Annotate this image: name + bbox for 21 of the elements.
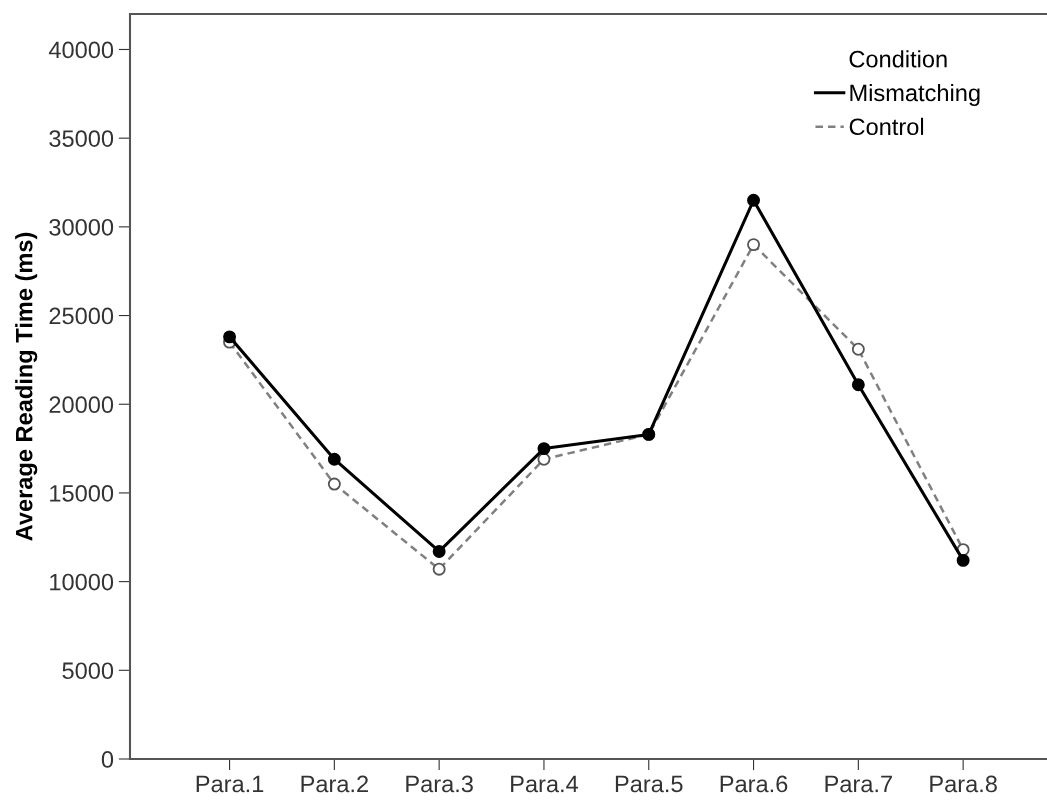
- x-tick-label: Para.3: [406, 775, 473, 793]
- legend-label: Control: [849, 117, 924, 136]
- y-tick-label: 20000: [49, 396, 114, 414]
- x-tick-label: Para.6: [720, 775, 788, 793]
- y-tick-label: 35000: [49, 130, 114, 147]
- legend-label: Mismatching: [850, 83, 980, 106]
- x-tick-label: Para.4: [511, 775, 579, 793]
- y-tick-label: 5000: [62, 662, 114, 680]
- y-tick-label: 0: [101, 751, 114, 768]
- y-tick-label: 10000: [50, 573, 114, 591]
- y-axis-title: Average Reading Time (ms): [15, 232, 38, 541]
- x-tick-label: Para.5: [615, 775, 683, 793]
- y-tick-label: 15000: [50, 485, 114, 502]
- y-tick-label: 30000: [49, 218, 114, 236]
- x-tick-label: Para.7: [825, 775, 892, 793]
- x-tick-label: Para.1: [196, 775, 264, 793]
- y-tick-label: 25000: [49, 307, 114, 325]
- legend-title: Condition: [849, 50, 947, 68]
- x-tick-label: Para.8: [930, 775, 997, 793]
- x-tick-label: Para.2: [301, 775, 368, 793]
- y-tick-label: 40000: [48, 41, 114, 59]
